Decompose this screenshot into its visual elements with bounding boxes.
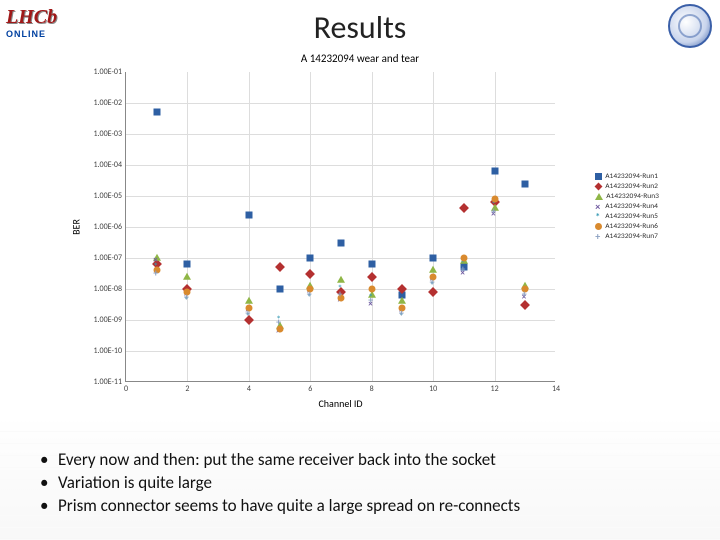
lhcb-logo: LHCb ONLINE (6, 6, 76, 46)
ytick-label: 1.00E-08 (71, 284, 126, 294)
legend-label: A14232094-Run3 (606, 192, 659, 201)
data-point (368, 261, 375, 268)
data-point (522, 180, 529, 187)
data-point: + (184, 295, 191, 302)
legend-marker-icon: + (595, 233, 602, 240)
data-point: + (460, 267, 467, 274)
chart-legend: A14232094-Run1A14232094-Run2A14232094-Ru… (595, 172, 659, 242)
grid-h (126, 258, 555, 259)
ytick-label: 1.00E-11 (71, 377, 126, 387)
xtick-label: 6 (308, 381, 312, 394)
data-point (276, 286, 283, 293)
legend-item: ×A14232094-Run4 (595, 202, 659, 211)
legend-label: A14232094-Run6 (605, 222, 658, 231)
data-point (491, 168, 498, 175)
data-point: + (338, 292, 345, 299)
data-point (491, 196, 498, 203)
grid-h (126, 320, 555, 321)
bullet-item: Prism connector seems to have quite a la… (40, 495, 690, 518)
ytick-label: 1.00E-10 (71, 346, 126, 356)
data-point: + (491, 208, 498, 215)
legend-marker-icon (595, 183, 603, 191)
legend-marker-icon (595, 173, 602, 180)
slide-title: Results (0, 8, 720, 47)
data-point (245, 211, 252, 218)
data-point: + (430, 279, 437, 286)
data-point (460, 255, 467, 262)
data-point: + (522, 292, 529, 299)
chart-plot-area: BER Channel ID 024681012141.00E-011.00E-… (125, 72, 555, 382)
data-point (338, 239, 345, 246)
legend-item: +A14232094-Run7 (595, 232, 659, 241)
logo-text-sub: ONLINE (6, 29, 76, 39)
data-point (275, 262, 285, 272)
ytick-label: 1.00E-01 (71, 67, 126, 77)
grid-h (126, 165, 555, 166)
bullet-item: Every now and then: put the same receive… (40, 449, 690, 472)
data-point: + (307, 292, 314, 299)
legend-marker-icon: × (595, 203, 602, 210)
data-point: + (368, 298, 375, 305)
chart-title: A 14232094 wear and tear (65, 52, 655, 65)
legend-item: A14232094-Run6 (595, 222, 659, 231)
legend-item: A14232094-Run3 (595, 192, 659, 201)
data-point (153, 109, 160, 116)
ytick-label: 1.00E-03 (71, 129, 126, 139)
ytick-label: 1.00E-02 (71, 98, 126, 108)
chart-xlabel: Channel ID (318, 397, 362, 410)
data-point: + (276, 320, 283, 327)
data-point: + (153, 270, 160, 277)
xtick-label: 12 (491, 381, 499, 394)
xtick-label: 10 (429, 381, 437, 394)
xtick-label: 4 (247, 381, 251, 394)
grid-h (126, 351, 555, 352)
legend-marker-icon (595, 223, 602, 230)
bullet-list: Every now and then: put the same receive… (40, 449, 690, 518)
ytick-label: 1.00E-05 (71, 191, 126, 201)
data-point (367, 272, 377, 282)
legend-label: A14232094-Run1 (605, 172, 658, 181)
xtick-label: 14 (552, 381, 560, 394)
legend-marker-icon: * (595, 213, 602, 220)
legend-label: A14232094-Run2 (605, 182, 658, 191)
xtick-label: 8 (370, 381, 374, 394)
bullet-item: Variation is quite large (40, 472, 690, 495)
ytick-label: 1.00E-04 (71, 160, 126, 170)
grid-h (126, 227, 555, 228)
legend-label: A14232094-Run4 (605, 202, 658, 211)
data-point (184, 261, 191, 268)
cern-logo (668, 4, 712, 48)
data-point: + (399, 310, 406, 317)
legend-item: A14232094-Run1 (595, 172, 659, 181)
grid-h (126, 103, 555, 104)
xtick-label: 2 (185, 381, 189, 394)
ytick-label: 1.00E-06 (71, 222, 126, 232)
data-point (459, 203, 469, 213)
ytick-label: 1.00E-07 (71, 253, 126, 263)
legend-label: A14232094-Run5 (605, 212, 658, 221)
data-point (305, 269, 315, 279)
data-point: + (245, 310, 252, 317)
data-point (307, 255, 314, 262)
data-point (183, 272, 191, 279)
chart-container: A 14232094 wear and tear BER Channel ID … (65, 52, 655, 412)
logo-text-main: LHCb (6, 6, 76, 29)
grid-h (126, 134, 555, 135)
legend-item: *A14232094-Run5 (595, 212, 659, 221)
legend-label: A14232094-Run7 (605, 232, 658, 241)
data-point (430, 255, 437, 262)
legend-marker-icon (595, 193, 603, 200)
ytick-label: 1.00E-09 (71, 315, 126, 325)
legend-item: A14232094-Run2 (595, 182, 659, 191)
data-point (368, 286, 375, 293)
